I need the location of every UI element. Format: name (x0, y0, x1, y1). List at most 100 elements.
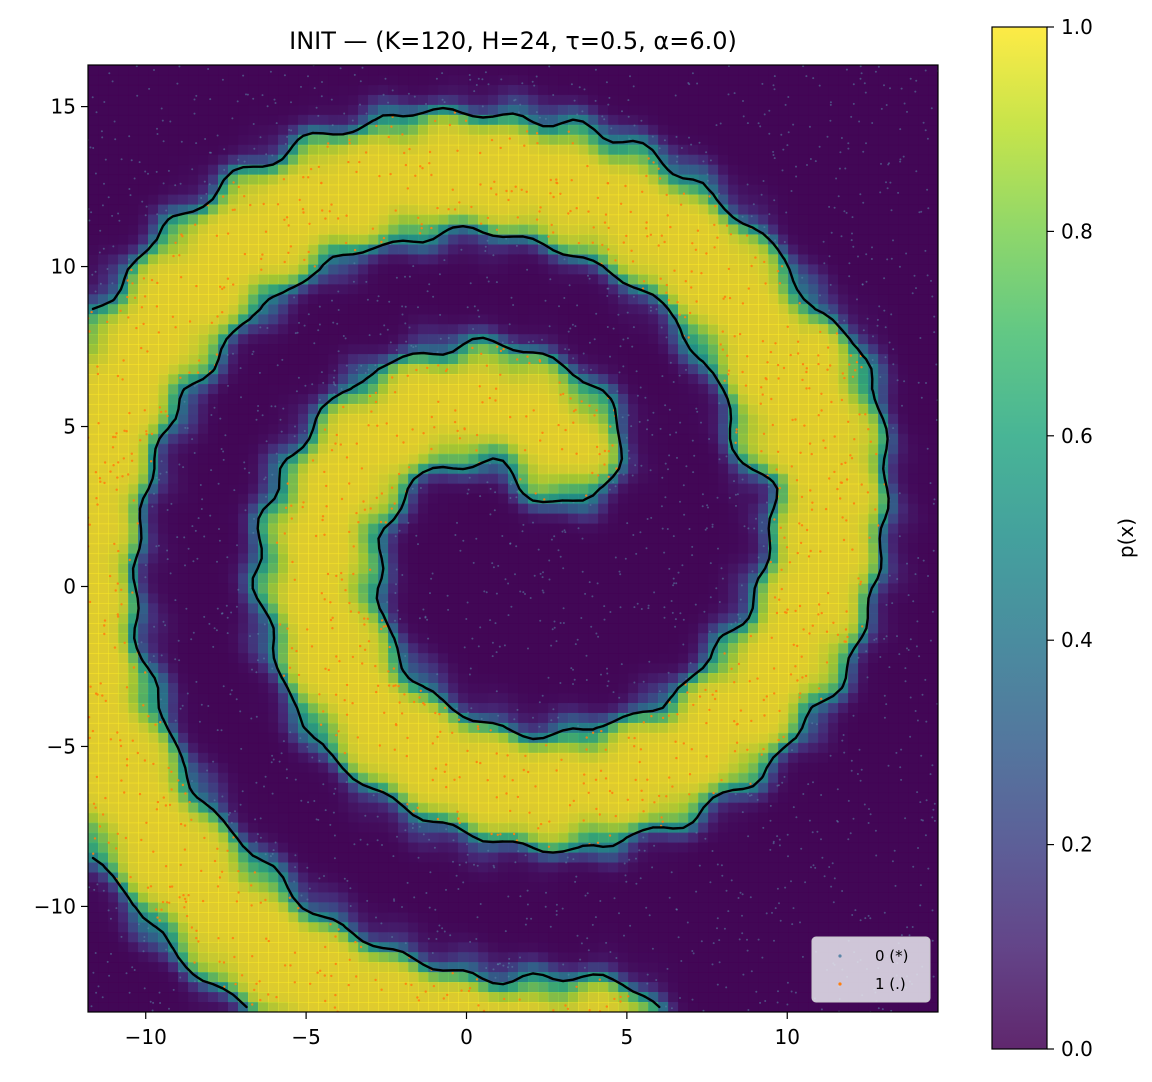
field-cell (788, 84, 799, 96)
field-cell (488, 374, 499, 385)
field-cell (598, 503, 609, 515)
field-cell (828, 84, 839, 96)
field-cell (788, 264, 799, 275)
field-cell (598, 493, 609, 505)
field-cell (868, 593, 879, 604)
field-cell (788, 383, 799, 395)
field-cell (928, 463, 938, 475)
field-cell (678, 623, 689, 634)
field-cell (438, 204, 449, 216)
field-cell (898, 374, 909, 385)
field-cell (148, 364, 159, 375)
field-cell (198, 65, 209, 76)
field-cell (448, 503, 459, 515)
field-cell (338, 224, 349, 236)
field-cell (568, 633, 579, 644)
field-cell (798, 74, 809, 86)
field-cell (248, 324, 259, 335)
field-cell (188, 334, 199, 345)
field-cell (188, 473, 199, 485)
field-cell (668, 344, 679, 355)
field-cell (688, 304, 699, 315)
field-cell (448, 65, 459, 76)
field-cell (128, 174, 139, 186)
field-cell (618, 144, 629, 156)
field-cell (788, 184, 799, 196)
field-cell (388, 643, 399, 654)
field-cell (628, 174, 639, 186)
field-cell (338, 284, 349, 295)
field-cell (418, 563, 429, 574)
field-cell (308, 84, 319, 96)
field-cell (128, 164, 139, 176)
field-cell (308, 354, 319, 365)
field-cell (698, 274, 709, 285)
field-cell (208, 284, 219, 295)
field-cell (318, 214, 329, 226)
field-cell (798, 254, 809, 265)
field-cell (158, 94, 169, 106)
field-cell (328, 383, 339, 395)
field-cell (888, 264, 899, 275)
field-cell (728, 513, 739, 525)
field-cell (618, 164, 629, 176)
field-cell (828, 563, 839, 574)
field-cell (318, 194, 329, 206)
field-cell (348, 573, 359, 584)
field-cell (468, 194, 479, 206)
field-cell (588, 443, 599, 455)
field-cell (388, 254, 399, 265)
field-cell (428, 553, 439, 565)
field-cell (498, 84, 509, 96)
field-cell (358, 523, 369, 535)
field-cell (338, 453, 349, 465)
field-cell (278, 264, 289, 275)
field-cell (128, 463, 139, 475)
field-cell (448, 264, 459, 275)
field-cell (648, 583, 659, 594)
field-cell (378, 573, 389, 584)
field-cell (518, 154, 529, 166)
field-cell (168, 284, 179, 295)
field-cell (888, 473, 899, 485)
field-cell (368, 393, 379, 405)
field-cell (448, 354, 459, 365)
field-cell (108, 354, 119, 365)
field-cell (848, 463, 859, 475)
field-cell (508, 613, 519, 624)
field-cell (468, 563, 479, 574)
field-cell (258, 613, 269, 624)
field-cell (258, 124, 269, 136)
field-cell (508, 374, 519, 385)
field-cell (278, 593, 289, 604)
field-cell (418, 503, 429, 515)
field-cell (428, 423, 439, 435)
field-cell (458, 503, 469, 515)
field-cell (898, 563, 909, 574)
field-cell (428, 204, 439, 216)
field-cell (788, 393, 799, 405)
field-cell (338, 114, 349, 126)
field-cell (358, 74, 369, 86)
field-cell (378, 284, 389, 295)
field-cell (778, 284, 789, 295)
field-cell (748, 344, 759, 355)
field-cell (88, 334, 99, 345)
field-cell (328, 553, 339, 565)
field-cell (658, 94, 669, 106)
field-cell (888, 543, 899, 555)
field-cell (718, 623, 729, 634)
field-cell (828, 393, 839, 405)
field-cell (648, 374, 659, 385)
field-cell (178, 493, 189, 505)
field-cell (408, 204, 419, 216)
field-cell (718, 613, 729, 624)
field-cell (748, 473, 759, 485)
field-cell (478, 413, 489, 425)
field-cell (348, 523, 359, 535)
field-cell (118, 473, 129, 485)
field-cell (588, 403, 599, 415)
field-cell (868, 154, 879, 166)
field-cell (578, 583, 589, 594)
field-cell (498, 284, 509, 295)
